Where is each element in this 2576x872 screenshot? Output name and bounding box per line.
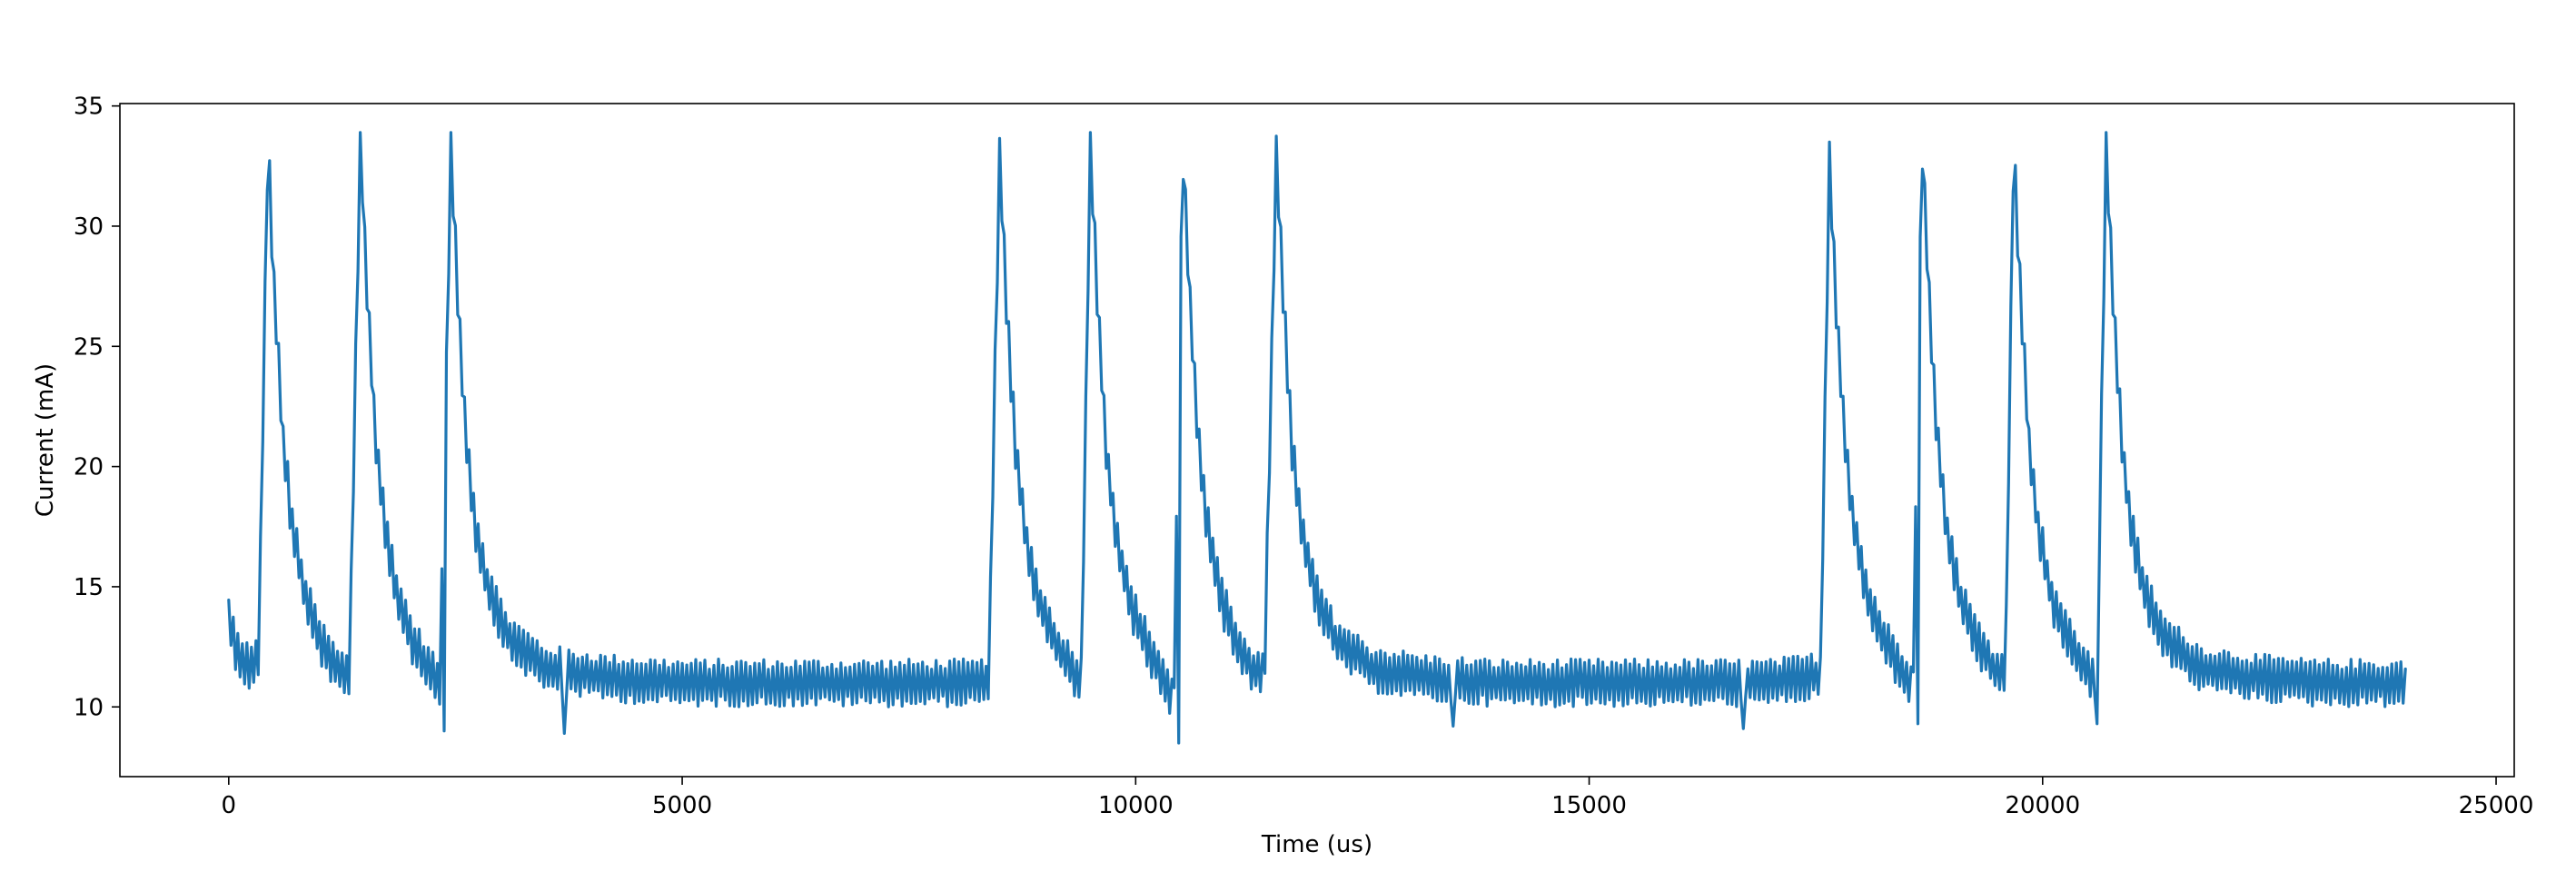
current-series-line <box>227 131 2407 745</box>
x-tick-label: 25000 <box>2459 792 2534 819</box>
x-tick-label: 10000 <box>1098 792 1174 819</box>
y-tick-label: 15 <box>74 574 104 601</box>
x-tick-label: 15000 <box>1551 792 1627 819</box>
y-tick-label: 20 <box>74 454 104 481</box>
axes-frame <box>119 103 2515 778</box>
x-tick-label: 0 <box>222 792 237 819</box>
x-axis-label: Time (us) <box>1261 831 1372 858</box>
y-tick-label: 25 <box>74 333 104 361</box>
x-tick-label: 5000 <box>652 792 712 819</box>
x-axis: 0 5000 10000 15000 20000 25000 <box>222 777 2534 819</box>
x-tick-label: 20000 <box>2005 792 2080 819</box>
y-axis: 10 15 20 25 30 35 <box>74 94 120 721</box>
y-tick-label: 10 <box>74 694 104 721</box>
y-tick-label: 35 <box>74 94 104 121</box>
plot-area <box>227 131 2407 745</box>
y-tick-label: 30 <box>74 213 104 241</box>
y-axis-label: Current (mA) <box>32 363 59 517</box>
